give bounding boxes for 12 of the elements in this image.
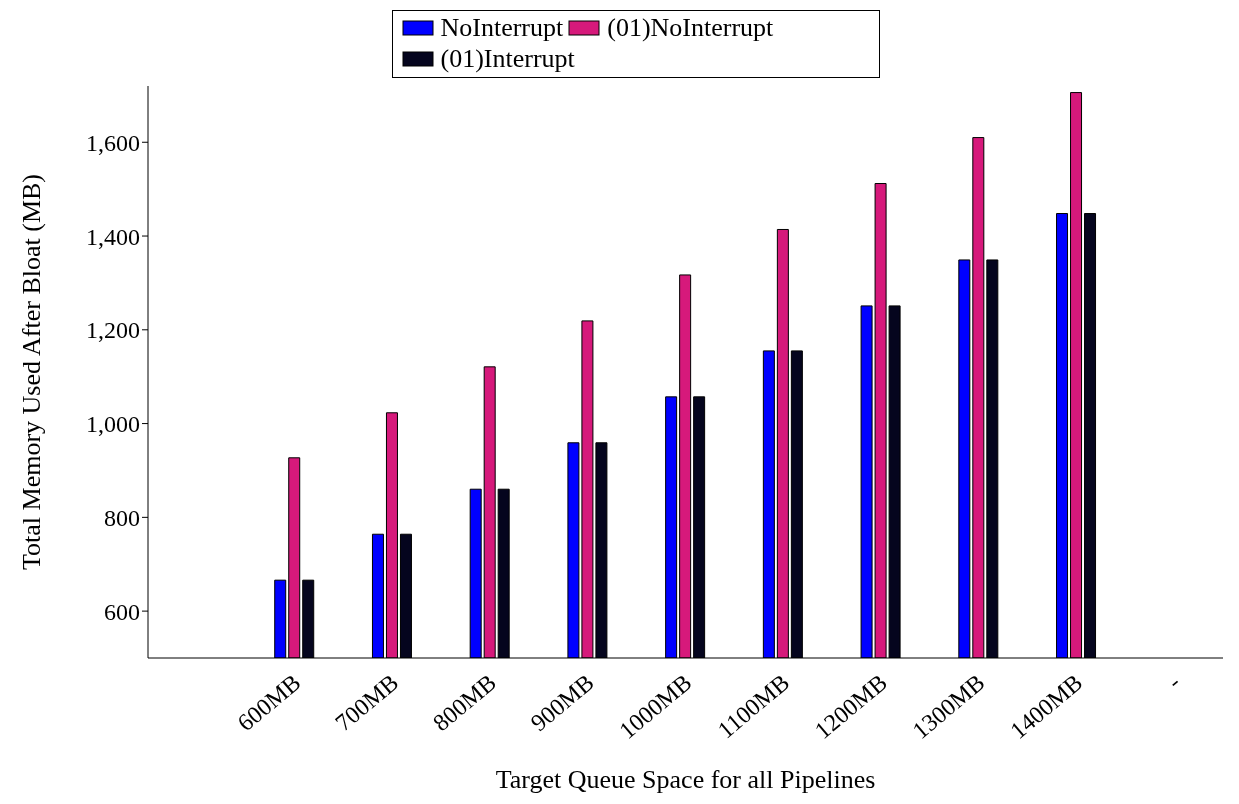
x-axis-title: Target Queue Space for all Pipelines <box>495 765 876 794</box>
x-tick-label: - <box>1162 669 1186 695</box>
y-axis-title: Total Memory Used After Bloat (MB) <box>17 173 47 571</box>
y-tick-label: 1,600 <box>86 129 140 156</box>
y-tick-label: 1,400 <box>86 223 140 250</box>
y-tick-label: 1,000 <box>86 411 140 438</box>
legend-label: NoInterrupt <box>439 13 564 43</box>
legend-label: (01)NoInterrupt <box>606 13 774 43</box>
y-tick-label: 1,200 <box>86 317 140 344</box>
legend-label: (01)Interrupt <box>439 44 575 74</box>
y-tick-label: 600 <box>104 598 140 625</box>
y-tick-label: 800 <box>104 504 140 531</box>
